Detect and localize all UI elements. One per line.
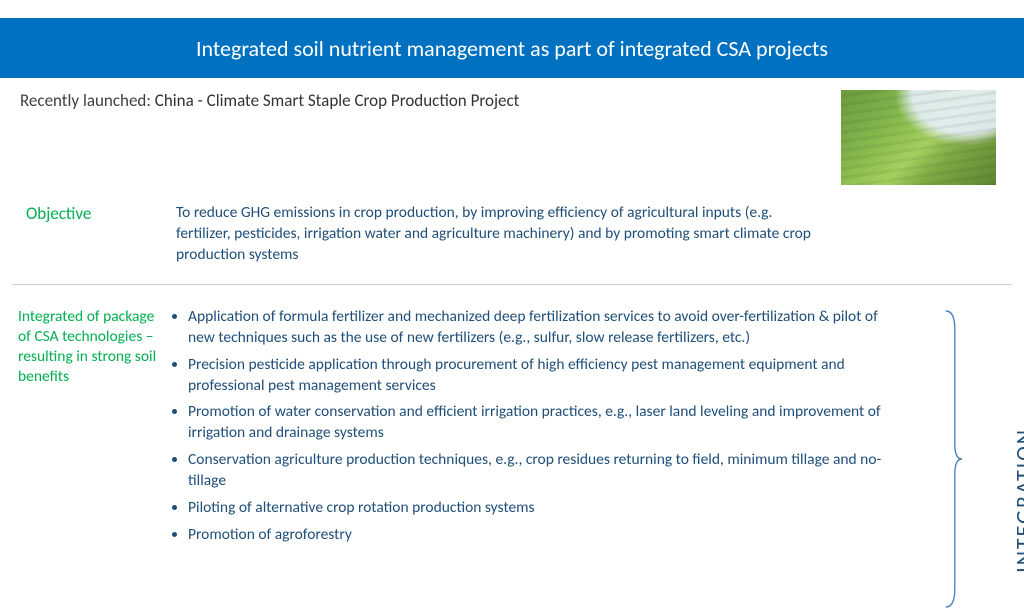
list-item: Promotion of water conservation and effi… bbox=[188, 402, 906, 444]
package-label: Integrated of package of CSA technologie… bbox=[18, 307, 166, 552]
list-item: Precision pesticide application through … bbox=[188, 355, 906, 397]
list-item: Piloting of alternative crop rotation pr… bbox=[188, 498, 906, 519]
slide-title-bar: Integrated soil nutrient management as p… bbox=[0, 18, 1024, 78]
integration-label: INTEGRATION bbox=[1010, 428, 1024, 573]
objective-text: To reduce GHG emissions in crop producti… bbox=[176, 203, 824, 266]
objective-row: Objective To reduce GHG emissions in cro… bbox=[0, 185, 1024, 280]
objective-label: Objective bbox=[26, 203, 176, 266]
launched-text: Recently launched: China - Climate Smart… bbox=[20, 90, 821, 111]
bullet-list: Application of formula fertilizer and me… bbox=[166, 307, 906, 552]
list-item: Application of formula fertilizer and me… bbox=[188, 307, 906, 349]
slide-title: Integrated soil nutrient management as p… bbox=[196, 35, 828, 62]
terrace-field-photo bbox=[841, 90, 996, 185]
launched-prefix: Recently launched: bbox=[20, 90, 155, 111]
list-item: Conservation agriculture production tech… bbox=[188, 450, 906, 492]
launched-project-name: China - Climate Smart Staple Crop Produc… bbox=[155, 90, 520, 111]
launched-section: Recently launched: China - Climate Smart… bbox=[0, 78, 1024, 185]
list-item: Promotion of agroforestry bbox=[188, 525, 906, 546]
package-section: Integrated of package of CSA technologie… bbox=[0, 285, 1024, 552]
curly-brace-icon bbox=[944, 309, 962, 609]
